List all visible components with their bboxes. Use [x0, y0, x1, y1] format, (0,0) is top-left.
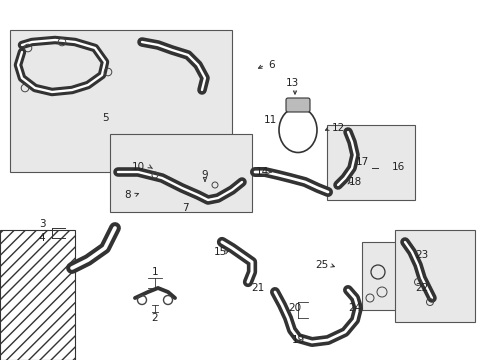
Text: 25: 25: [315, 260, 328, 270]
Text: 20: 20: [288, 303, 301, 313]
Text: 5: 5: [102, 113, 108, 123]
FancyBboxPatch shape: [361, 242, 431, 310]
Text: 6: 6: [268, 60, 275, 70]
Text: 1: 1: [151, 267, 158, 277]
Text: 12: 12: [331, 123, 344, 133]
Text: 17: 17: [355, 157, 368, 167]
FancyBboxPatch shape: [10, 30, 231, 172]
Text: 7: 7: [182, 203, 188, 213]
Text: 19: 19: [291, 335, 304, 345]
Text: 15: 15: [213, 247, 226, 257]
FancyBboxPatch shape: [285, 98, 309, 112]
Text: 24: 24: [347, 303, 361, 313]
Text: 13: 13: [285, 78, 298, 88]
Text: 23: 23: [414, 250, 428, 260]
Text: 8: 8: [124, 190, 131, 200]
FancyBboxPatch shape: [394, 230, 474, 322]
FancyBboxPatch shape: [110, 134, 251, 212]
FancyBboxPatch shape: [0, 230, 75, 360]
Text: 14: 14: [255, 167, 268, 177]
Text: 11: 11: [263, 115, 276, 125]
Text: 4: 4: [39, 233, 45, 243]
Text: 3: 3: [39, 219, 45, 229]
Text: 2: 2: [151, 313, 158, 323]
FancyBboxPatch shape: [326, 125, 414, 200]
Text: 22: 22: [414, 283, 428, 293]
Text: 16: 16: [390, 162, 404, 172]
Text: 18: 18: [347, 177, 361, 187]
Text: 21: 21: [251, 283, 264, 293]
Text: 9: 9: [201, 170, 208, 180]
Text: 10: 10: [131, 162, 144, 172]
